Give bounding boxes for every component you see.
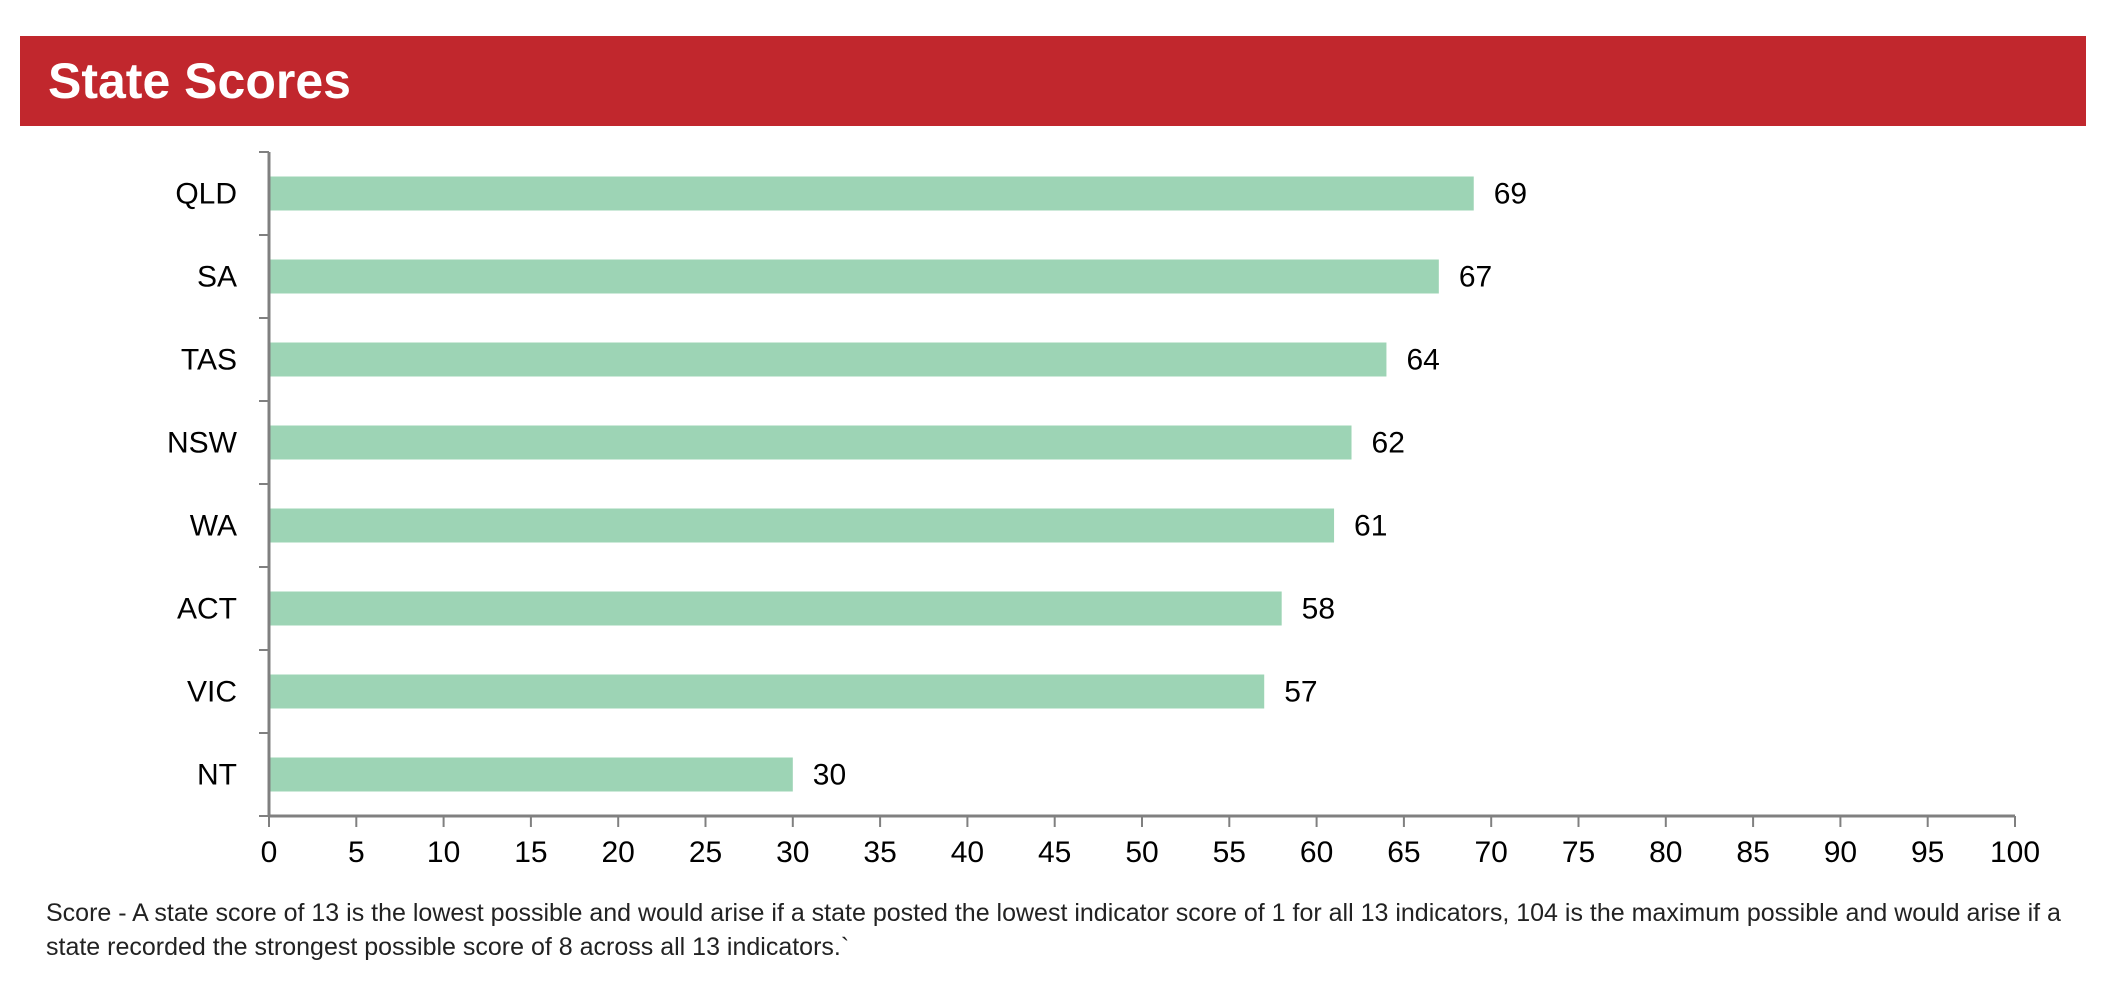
x-tick-label-30: 30 [776, 836, 809, 869]
title-banner: State Scores [20, 36, 2086, 126]
bar-nsw [269, 425, 1352, 460]
bar-tas [269, 342, 1387, 377]
data-label-vic: 57 [1284, 676, 1317, 709]
x-tick-label-10: 10 [427, 836, 460, 869]
x-tick-label-90: 90 [1824, 836, 1857, 869]
data-label-wa: 61 [1354, 510, 1387, 543]
data-label-qld: 69 [1494, 178, 1527, 211]
category-label-wa: WA [190, 510, 237, 543]
x-tick-label-95: 95 [1911, 836, 1944, 869]
bar-wa [269, 508, 1335, 543]
bar-vic [269, 674, 1265, 709]
x-tick-label-0: 0 [261, 836, 278, 869]
data-label-nsw: 62 [1372, 427, 1405, 460]
x-tick-label-25: 25 [689, 836, 722, 869]
category-label-vic: VIC [187, 676, 237, 709]
category-label-tas: TAS [181, 344, 237, 377]
x-tick-label-80: 80 [1649, 836, 1682, 869]
x-tick-label-65: 65 [1387, 836, 1420, 869]
x-tick-label-75: 75 [1562, 836, 1595, 869]
footnote: Score - A state score of 13 is the lowes… [46, 899, 2061, 961]
x-tick-label-5: 5 [348, 836, 365, 869]
data-label-sa: 67 [1459, 261, 1492, 294]
x-tick-label-60: 60 [1300, 836, 1333, 869]
bar-nt [269, 757, 793, 792]
x-tick-label-50: 50 [1125, 836, 1158, 869]
chart-title: State Scores [48, 53, 351, 109]
category-label-qld: QLD [175, 178, 237, 211]
category-label-nsw: NSW [167, 427, 238, 460]
bar-act [269, 591, 1282, 626]
x-tick-label-35: 35 [863, 836, 896, 869]
bar-chart: QLD 69 SA 67 TAS 64 NSW 62 WA 61 ACT 58 VIC 57 NT 30 0 5 1… [167, 151, 2040, 869]
x-tick-label-70: 70 [1475, 836, 1508, 869]
data-label-act: 58 [1302, 593, 1335, 626]
bar-sa [269, 259, 1439, 294]
x-tick-label-45: 45 [1038, 836, 1071, 869]
data-label-tas: 64 [1406, 344, 1439, 377]
bar-qld [269, 176, 1474, 211]
x-tick-label-40: 40 [951, 836, 984, 869]
category-label-sa: SA [197, 261, 237, 294]
category-label-nt: NT [197, 759, 237, 792]
x-tick-label-85: 85 [1736, 836, 1769, 869]
x-tick-label-20: 20 [602, 836, 635, 869]
x-tick-label-55: 55 [1213, 836, 1246, 869]
data-label-nt: 30 [813, 759, 846, 792]
x-tick-label-100: 100 [1990, 836, 2040, 869]
x-tick-label-15: 15 [514, 836, 547, 869]
category-label-act: ACT [177, 593, 237, 626]
